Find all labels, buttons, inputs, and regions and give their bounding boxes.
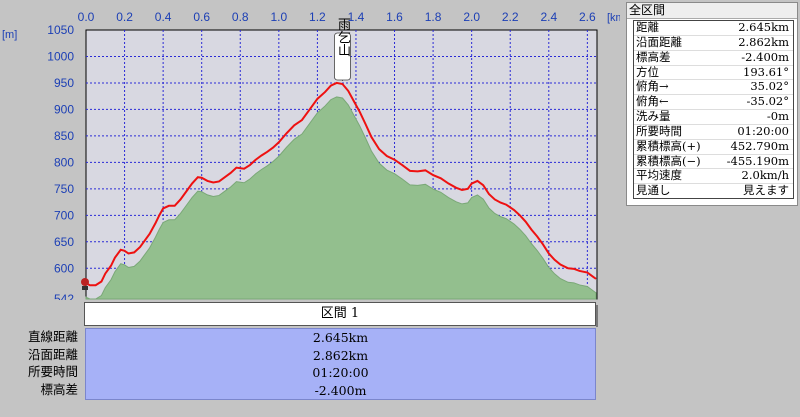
summary-row-label: 累積標高(+) <box>636 138 701 153</box>
elevation-line <box>85 81 597 287</box>
summary-row-label: 標高差 <box>636 49 671 64</box>
x-tick-label: 0.4 <box>155 10 172 24</box>
summary-row: 距離 2.645km <box>634 20 793 36</box>
terrain-area <box>85 96 597 300</box>
x-tick-label: 2.6 <box>579 10 596 24</box>
x-unit-label: [km] <box>607 12 620 24</box>
summary-row-value: -455.190m <box>726 153 789 168</box>
section-row-label: 標高差 <box>40 381 78 397</box>
section-row-label: 直線距離 <box>27 329 78 344</box>
summary-row: 累積標高(−) -455.190m <box>634 153 793 170</box>
summary-row: 洗み量 -0m <box>634 109 793 125</box>
x-tick-label: 1.6 <box>386 10 403 24</box>
summary-panel-title: 全区間 <box>627 3 797 19</box>
section-row-label: 所要時間 <box>27 364 78 379</box>
y-tick-label: 700 <box>54 208 74 222</box>
x-tick-label: 1.4 <box>348 10 365 24</box>
summary-row-label: 累積標高(−) <box>636 153 701 168</box>
summary-row: 所要時間 01:20:00 <box>634 123 793 140</box>
summary-row-label: 見通し <box>636 183 671 198</box>
summary-row-value: 193.61° <box>743 64 789 79</box>
summary-row: 平均速度 2.0km/h <box>634 168 793 185</box>
y-tick-label: 650 <box>54 235 74 249</box>
start-marker-base <box>82 286 88 290</box>
x-tick-label: 1.8 <box>425 10 442 24</box>
y-tick-label: 1050 <box>47 23 74 37</box>
summary-row-label: 平均速度 <box>636 168 682 183</box>
summary-row-value: 452.790m <box>730 138 789 153</box>
summary-row: 俯角→ 35.02° <box>634 79 793 96</box>
summary-row: 沿面距離 2.862km <box>634 34 793 51</box>
summary-row-label: 沿面距離 <box>636 34 682 49</box>
y-tick-label: 850 <box>54 129 74 143</box>
route-elevation-line <box>85 81 597 287</box>
summary-row: 方位 193.61° <box>634 64 793 81</box>
y-tick-label: 542 <box>54 292 74 300</box>
x-tick-label: 0.8 <box>232 10 249 24</box>
y-tick-label: 600 <box>54 261 74 275</box>
section-row-label: 沿面距離 <box>27 346 78 362</box>
section-row-value: 2.862km <box>312 347 369 363</box>
section-row-value: 01:20:00 <box>312 365 369 380</box>
summary-row-value: 2.645km <box>738 20 789 34</box>
summary-row-value: 35.02° <box>750 79 789 94</box>
summary-panel: 全区間 距離 2.645km 沿面距離 2.862km 標高差 -2.400m 方位 193.… <box>626 2 798 206</box>
y-axis-ticks: 1050 1000 950 900 850 800 750 700 650 600 542 <box>47 23 74 300</box>
start-marker <box>81 278 89 290</box>
summary-row-label: 俯角→ <box>636 79 669 94</box>
section-row-labels: 直線距離沿面距離所要時間標高差 <box>0 328 82 398</box>
summary-row-label: 所要時間 <box>636 123 682 138</box>
summary-table: 距離 2.645km 沿面距離 2.862km 標高差 -2.400m 方位 193.61° 俯… <box>633 20 794 200</box>
section-header[interactable]: 区間 1 <box>84 302 598 327</box>
y-unit-label: [m] <box>2 29 17 41</box>
x-tick-label: 2.2 <box>502 10 519 24</box>
y-tick-label: 750 <box>54 182 74 196</box>
summary-row-value: 2.0km/h <box>741 168 789 183</box>
summary-row-label: 洗み量 <box>636 109 671 124</box>
summary-row: 見通し 見えます <box>634 183 793 198</box>
x-tick-label: 1.2 <box>309 10 326 24</box>
section-row-value: -2.400m <box>314 382 367 398</box>
x-tick-label: 1.0 <box>270 10 287 24</box>
summary-row: 累積標高(+) 452.790m <box>634 138 793 155</box>
x-tick-label: 0.0 <box>78 10 95 24</box>
x-tick-label: 2.4 <box>540 10 557 24</box>
x-tick-label: 0.2 <box>116 10 133 24</box>
summary-row-value: 2.862km <box>738 34 789 49</box>
summary-row-value: -35.02° <box>746 94 789 109</box>
summary-row-value: -2.400m <box>741 49 789 64</box>
section-row-value: 2.645km <box>312 330 369 345</box>
summary-row: 俯角← -35.02° <box>634 94 793 111</box>
summary-row-value: 01:20:00 <box>737 123 789 138</box>
y-tick-label: 1000 <box>47 49 74 63</box>
summary-row: 標高差 -2.400m <box>634 49 793 66</box>
section-table: 2.645km 2.862km 01:20:00 -2.400m <box>85 328 596 400</box>
x-tick-label: 0.6 <box>193 10 210 24</box>
x-axis-ticks: 0.0 0.2 0.4 0.6 0.8 1.0 1.2 1.4 1.6 1.8 2.0 2.2 2.4 2… <box>78 10 596 24</box>
summary-row-value: -0m <box>766 109 789 124</box>
summary-row-label: 距離 <box>636 20 659 34</box>
summary-row-label: 俯角← <box>636 94 669 109</box>
y-tick-label: 950 <box>54 76 74 90</box>
x-tick-label: 2.0 <box>463 10 480 24</box>
y-tick-label: 900 <box>54 102 74 116</box>
peak-annotation: 雨乞山 <box>334 18 351 81</box>
terrain-fill <box>85 96 597 300</box>
start-marker-dot <box>81 278 89 286</box>
elevation-profile-chart: 0.0 0.2 0.4 0.6 0.8 1.0 1.2 1.4 1.6 1.8 2.0 2.2 2.4 2… <box>2 10 620 300</box>
summary-row-value: 見えます <box>743 183 789 198</box>
y-tick-label: 800 <box>54 155 74 169</box>
peak-label: 雨乞山 <box>335 18 351 57</box>
summary-row-label: 方位 <box>636 64 659 79</box>
